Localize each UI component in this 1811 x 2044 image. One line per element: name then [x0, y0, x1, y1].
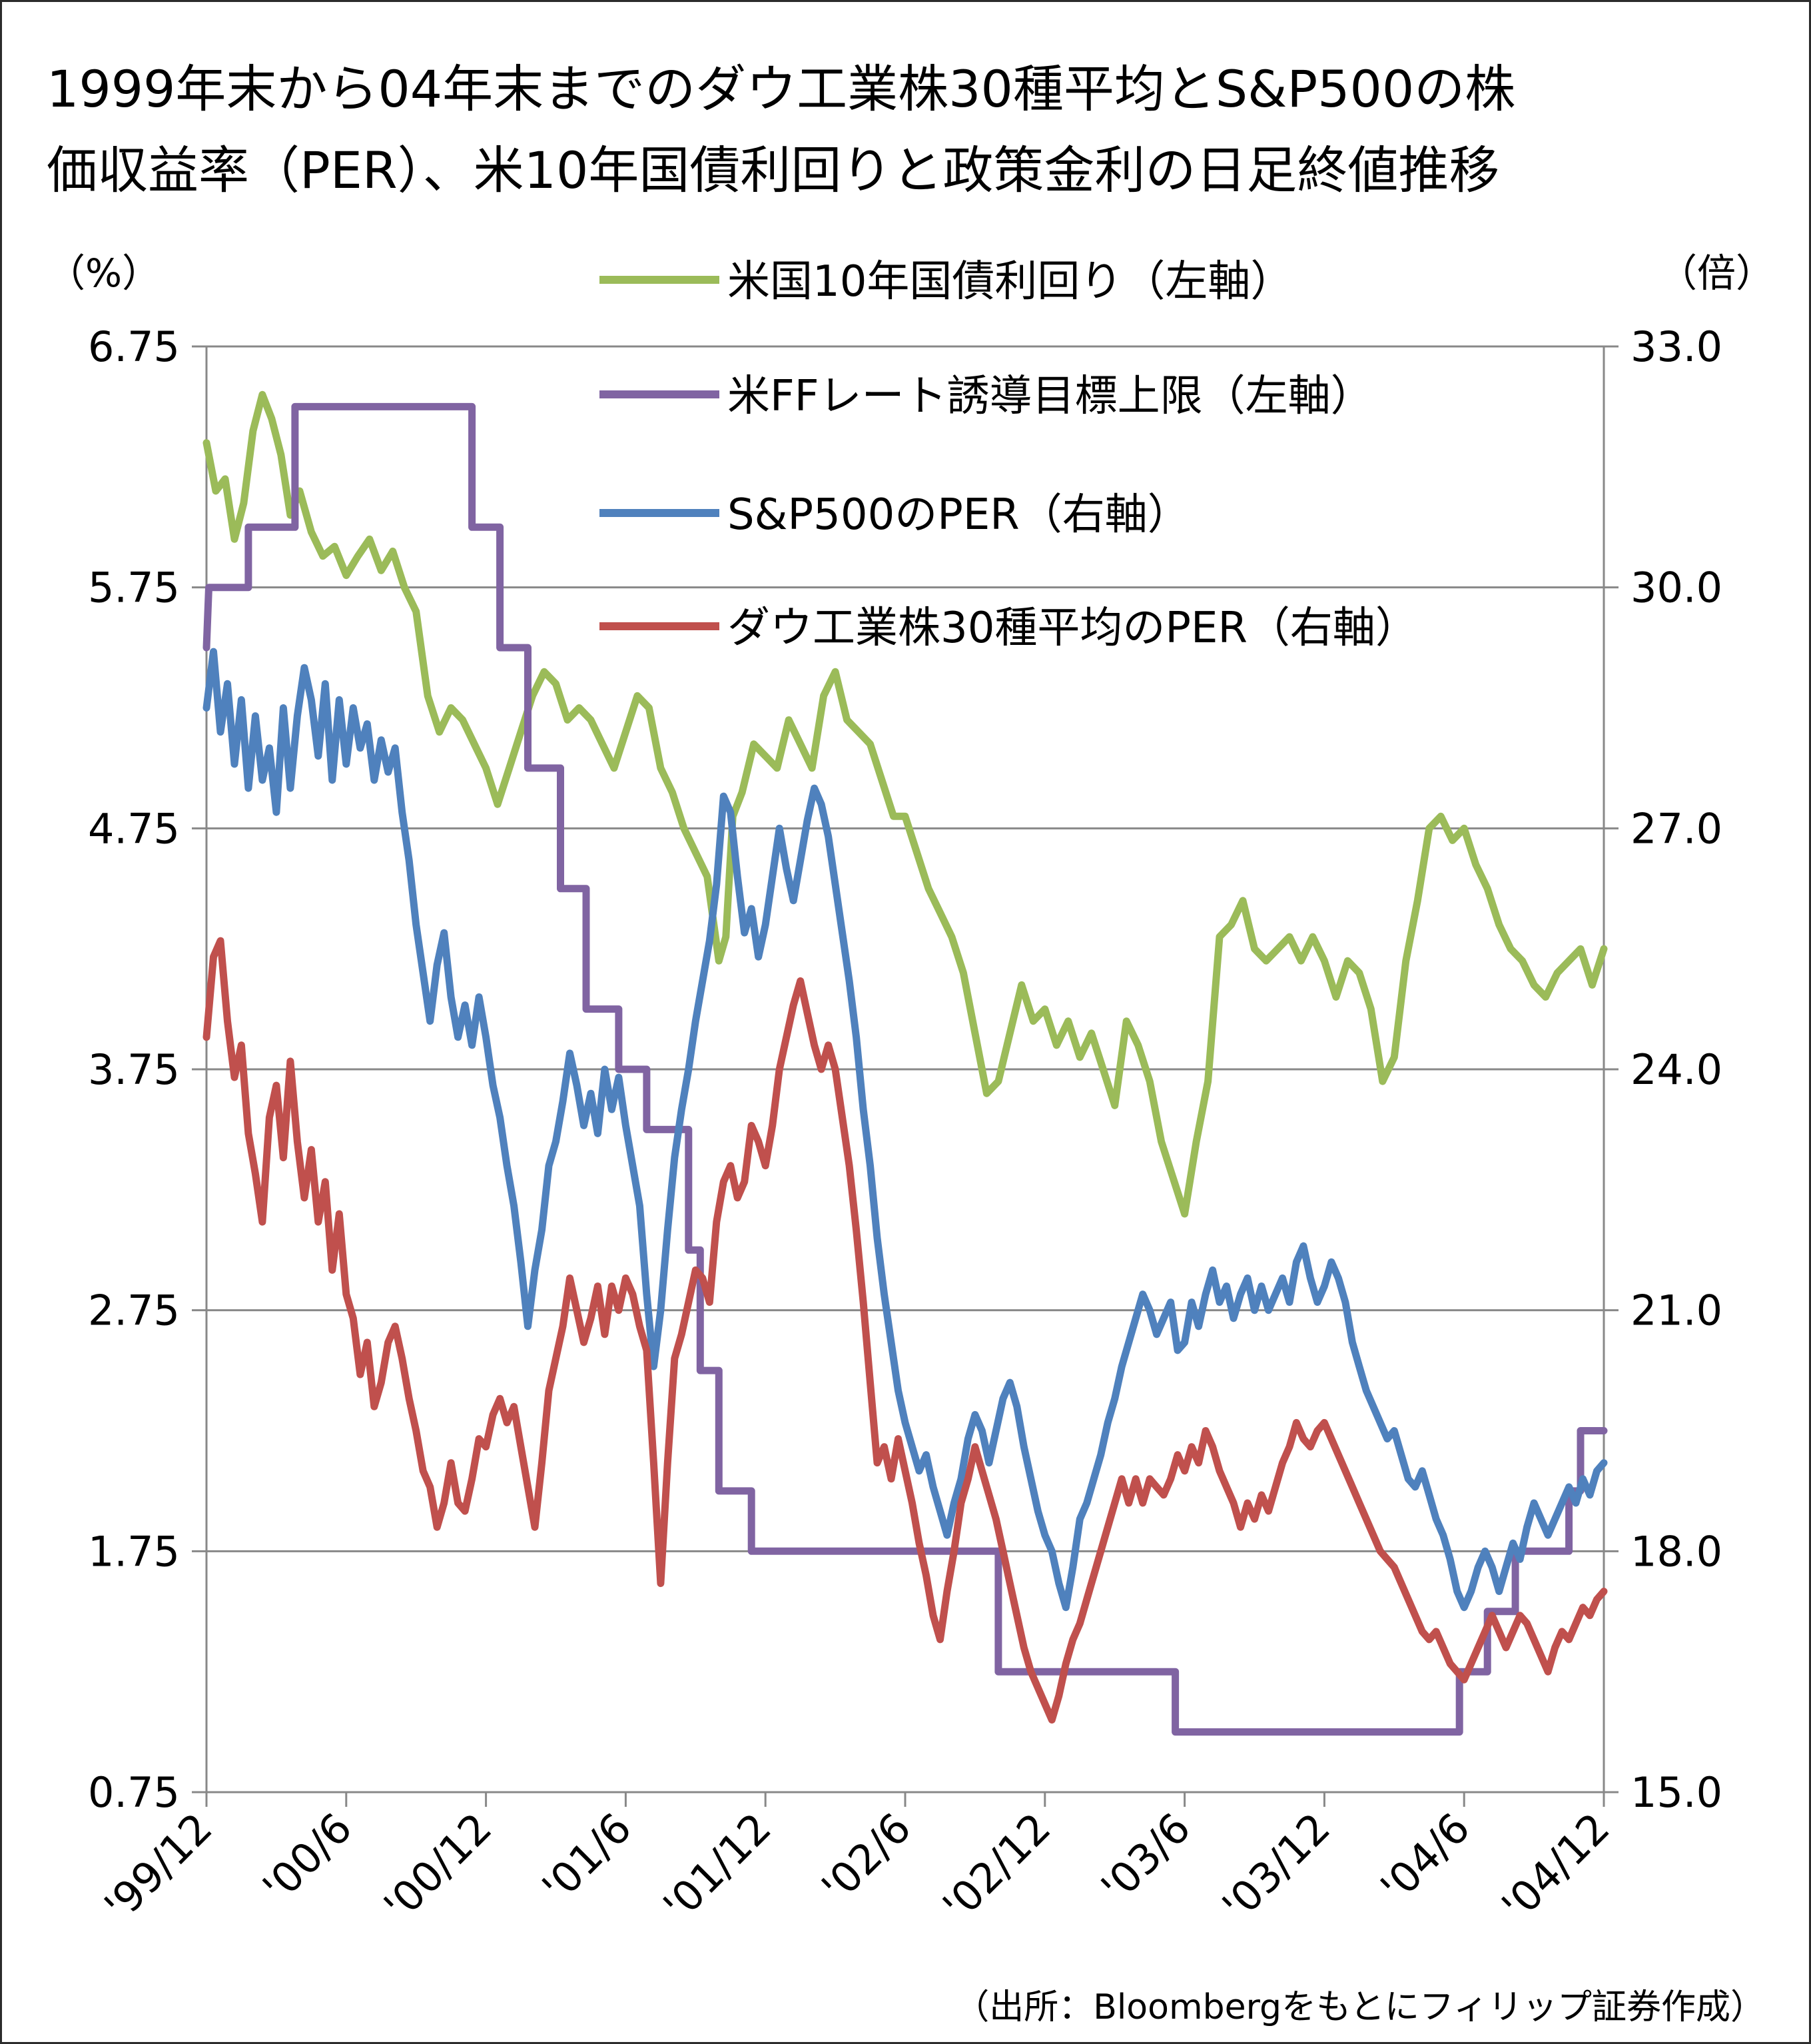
- left-axis-tick-label: 0.75: [88, 1768, 180, 1817]
- series-line-1: [202, 390, 1608, 1218]
- axes: 6.75 5.75 4.75 3.75 2.75 1.75 0.75 33.0 30.0 27.0…: [88, 322, 1722, 1930]
- source-note: （出所：Bloombergをもとにフィリップ証券作成）: [954, 1987, 1765, 2027]
- legend-label: 米国10年国債利回り（左軸）: [727, 257, 1293, 306]
- legend-label: ダウ工業株30種平均のPER（右軸）: [727, 604, 1418, 653]
- chart-title-line-2: 価収益率（PER）、米10年国債利回りと政策金利の日足終値推移: [47, 141, 1499, 200]
- legend: 米国10年国債利回り（左軸） 米FFレート誘導目標上限（左軸） S&P500のPER…: [599, 257, 1418, 653]
- x-axis-tick-label: '01/12: [654, 1803, 781, 1930]
- x-axis-tick-label: '00/6: [253, 1803, 361, 1911]
- x-axis-tick-label: '00/12: [374, 1803, 501, 1930]
- left-axis-tick-label: 6.75: [88, 322, 180, 371]
- series-lines: [202, 390, 1608, 1736]
- left-axis-tick-label: 1.75: [88, 1527, 180, 1576]
- x-axis-tick-label: '04/12: [1493, 1803, 1619, 1930]
- x-axis-tick-label: '99/12: [95, 1803, 222, 1930]
- left-axis-unit-label: （%）: [47, 251, 161, 296]
- legend-label: S&P500のPER（右軸）: [727, 490, 1190, 540]
- x-axis-tick-label: '02/6: [812, 1803, 920, 1911]
- x-axis-tick-label: '04/6: [1371, 1803, 1479, 1911]
- left-axis-tick-label: 3.75: [88, 1045, 180, 1094]
- x-axis-tick-label: '03/12: [1213, 1803, 1339, 1930]
- right-axis-tick-label: 21.0: [1630, 1286, 1722, 1335]
- left-axis-tick-label: 4.75: [88, 804, 180, 853]
- right-axis-tick-label: 27.0: [1630, 804, 1722, 853]
- right-axis-tick-label: 15.0: [1630, 1768, 1722, 1817]
- chart-title-line-1: 1999年末から04年末までのダウ工業株30種平均とS&P500の株: [47, 59, 1515, 119]
- legend-label: 米FFレート誘導目標上限（左軸）: [727, 372, 1373, 421]
- series-line-4: [202, 937, 1608, 1724]
- x-axis-tick-label: '02/12: [933, 1803, 1060, 1930]
- series-line-2: [202, 402, 1608, 1736]
- series-line-3: [202, 648, 1608, 1612]
- left-axis-tick-label: 2.75: [88, 1286, 180, 1335]
- right-axis-tick-label: 30.0: [1630, 564, 1722, 612]
- left-axis-tick-label: 5.75: [88, 564, 180, 612]
- right-axis-tick-label: 24.0: [1630, 1045, 1722, 1094]
- right-axis-tick-label: 18.0: [1630, 1527, 1722, 1576]
- right-axis-unit-label: （倍）: [1658, 251, 1774, 296]
- x-axis-tick-label: '03/6: [1092, 1803, 1200, 1911]
- x-axis-tick-label: '01/6: [533, 1803, 641, 1911]
- right-axis-tick-label: 33.0: [1630, 322, 1722, 371]
